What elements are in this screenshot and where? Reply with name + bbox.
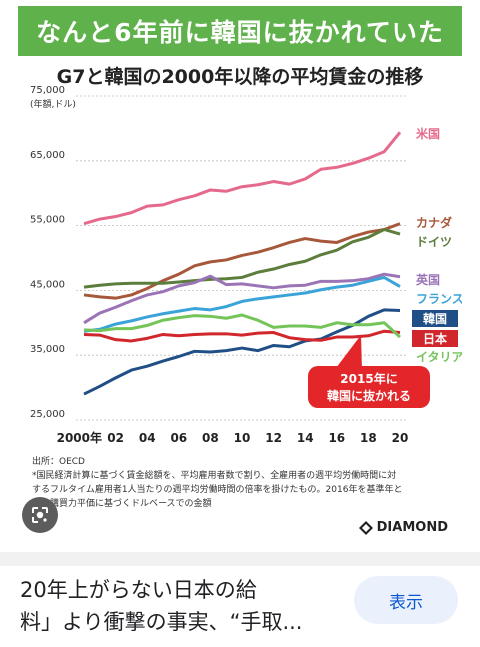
series-line — [83, 227, 401, 289]
y-tick-label: 55,000 — [30, 215, 65, 226]
series-line — [83, 308, 401, 396]
series-label: ドイツ — [416, 235, 452, 249]
lens-button[interactable] — [22, 497, 58, 533]
lens-icon — [32, 507, 48, 523]
x-tick-label: 08 — [202, 431, 219, 445]
x-tick-label: 02 — [107, 431, 124, 445]
series-label: イタリア — [416, 350, 462, 364]
series-label: 英国 — [416, 272, 440, 287]
chart-notes: 出所：OECD *国民経済計算に基づく賃金総額を、平均雇用者数で割り、全雇用者の… — [32, 455, 452, 511]
y-tick-label: 25,000 — [30, 409, 65, 420]
callout-text: 2015年に — [340, 371, 397, 386]
banner-title: なんと6年前に韓国に抜かれていた — [18, 6, 462, 56]
series-line — [83, 313, 402, 339]
x-tick-label: 14 — [297, 431, 314, 445]
caption-line: 料」より衝撃の事実、“手取... — [20, 610, 303, 634]
caption-line: 20年上がらない日本の給 — [20, 578, 257, 602]
footnote-line: *国民経済計算に基づく賃金総額を、平均雇用者数で割り、全雇用者の週平均労働時間に… — [32, 471, 397, 481]
series-label: フランス — [416, 292, 462, 306]
brand-name: DIAMOND — [376, 520, 448, 535]
series-label: カナダ — [416, 215, 452, 230]
series-line — [83, 222, 401, 300]
series-line — [83, 272, 401, 325]
x-tick-label: 04 — [139, 431, 156, 445]
y-tick-label: 65,000 — [30, 150, 65, 161]
callout-bubble — [308, 366, 430, 408]
x-tick-label: 20 — [392, 431, 409, 445]
source-note: 出所：OECD — [32, 457, 85, 467]
callout-text: 韓国に抜かれる — [327, 388, 411, 403]
show-button[interactable]: 表示 — [354, 576, 458, 624]
y-tick-label: 75,000 — [30, 85, 65, 96]
x-tick-label: 18 — [360, 431, 377, 445]
x-tick-label: 10 — [234, 431, 251, 445]
footnote-line: するフルタイム雇用者1人当たりの週平均労働時間の倍率を掛けたもの。2016年を基… — [32, 485, 403, 495]
result-caption[interactable]: 20年上がらない日本の給 料」より衝撃の事実、“手取... — [20, 574, 340, 638]
series-line — [83, 131, 402, 226]
x-tick-label: 16 — [328, 431, 345, 445]
legend-box — [412, 310, 458, 327]
line-chart: 25,000 35,000 45,000 55,000 65,000 75,000 (年額,… — [30, 85, 462, 445]
footnote-line: し、購買力平価に基づくドルベースでの金額 — [32, 499, 212, 509]
series-label: 米国 — [416, 126, 440, 141]
chart-title: G7と韓国の2000年以降の平均賃金の推移 — [56, 66, 424, 88]
series-label: 日本 — [423, 331, 447, 346]
x-tick-label: 2000年 — [57, 430, 102, 445]
x-tick-label: 12 — [265, 431, 282, 445]
divider — [0, 552, 480, 566]
callout-pointer — [336, 335, 362, 370]
diamond-logo-icon — [358, 520, 373, 535]
x-tick-label: 06 — [170, 431, 187, 445]
series-line — [83, 329, 401, 343]
series-label: 韓国 — [423, 311, 447, 326]
image-card[interactable]: なんと6年前に韓国に抜かれていた G7と韓国の2000年以降の平均賃金の推移 2… — [18, 0, 462, 552]
y-tick-label: 45,000 — [30, 279, 65, 290]
y-axis-label: (年額,ドル) — [30, 98, 76, 110]
y-tick-label: 35,000 — [30, 344, 65, 355]
series-line — [83, 275, 401, 333]
legend-box — [412, 330, 458, 347]
publisher-brand: DIAMOND — [358, 520, 448, 535]
